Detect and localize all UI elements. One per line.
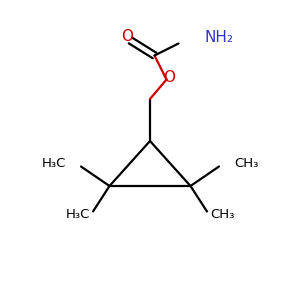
Text: CH₃: CH₃	[210, 208, 234, 221]
Text: O: O	[163, 70, 175, 86]
Text: O: O	[121, 29, 133, 44]
Text: CH₃: CH₃	[234, 157, 258, 170]
Text: H₃C: H₃C	[42, 157, 66, 170]
Text: NH₂: NH₂	[204, 30, 233, 45]
Text: H₃C: H₃C	[66, 208, 90, 221]
